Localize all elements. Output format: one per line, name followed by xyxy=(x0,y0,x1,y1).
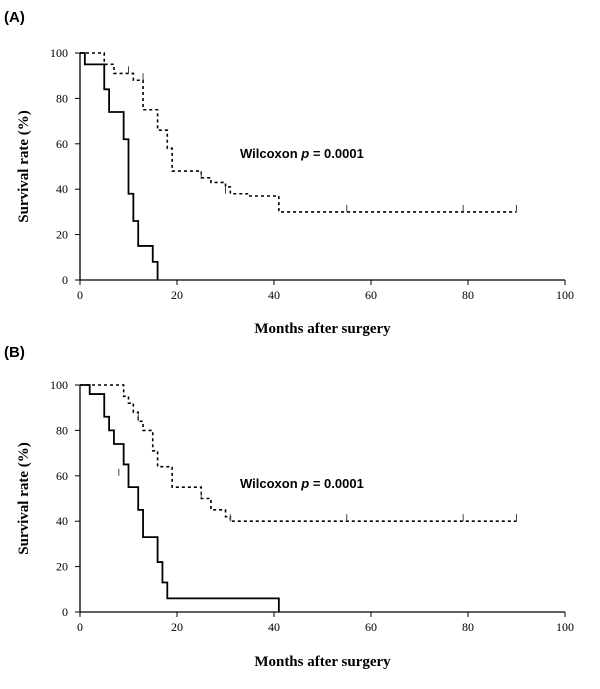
y-axis-title: Survival rate (%) xyxy=(16,442,32,554)
survival-curve-solid xyxy=(80,384,280,612)
y-tick-label: 80 xyxy=(56,423,68,437)
chart-panel-b: (B) 0 20 40 60 80 100 0 20 40 60 80 100 Months after … xyxy=(4,344,574,670)
y-axis-title: Survival rate (%) xyxy=(16,110,32,222)
y-tick-label: 20 xyxy=(56,228,68,242)
y-tick-label: 100 xyxy=(50,46,68,60)
x-tick-label: 60 xyxy=(365,288,377,302)
survival-curve-dashed xyxy=(80,52,517,213)
y-tick-label: 60 xyxy=(56,469,68,483)
y-tick-label: 20 xyxy=(56,560,68,574)
x-tick-label: 0 xyxy=(77,620,83,634)
x-tick-label: 20 xyxy=(171,620,183,634)
x-tick-label: 20 xyxy=(171,288,183,302)
x-tick-label: 60 xyxy=(365,620,377,634)
wilcoxon-annotation: Wilcoxon p = 0.0001 xyxy=(240,146,364,161)
x-tick-label: 100 xyxy=(556,620,574,634)
y-tick-label: 100 xyxy=(50,378,68,392)
y-tick-label: 40 xyxy=(56,182,68,196)
wilcoxon-annotation: Wilcoxon p = 0.0001 xyxy=(240,476,364,491)
x-tick-label: 0 xyxy=(77,288,83,302)
panel-label: (B) xyxy=(4,344,25,361)
y-tick-label: 0 xyxy=(62,605,68,619)
chart-panel-a: (A) 0 20 40 60 80 100 0 20 40 60 80 100 Months after … xyxy=(4,9,574,337)
x-tick-label: 80 xyxy=(462,288,474,302)
y-tick-label: 40 xyxy=(56,514,68,528)
x-tick-label: 40 xyxy=(268,288,280,302)
survival-curve-solid xyxy=(80,52,159,280)
x-tick-label: 100 xyxy=(556,288,574,302)
x-axis-title: Months after surgery xyxy=(254,321,391,337)
x-tick-label: 40 xyxy=(268,620,280,634)
survival-curve-dashed xyxy=(80,384,517,522)
y-tick-label: 0 xyxy=(62,273,68,287)
y-tick-label: 60 xyxy=(56,137,68,151)
y-tick-label: 80 xyxy=(56,91,68,105)
x-axis-title: Months after surgery xyxy=(254,654,391,670)
x-tick-label: 80 xyxy=(462,620,474,634)
panel-label: (A) xyxy=(4,9,25,26)
